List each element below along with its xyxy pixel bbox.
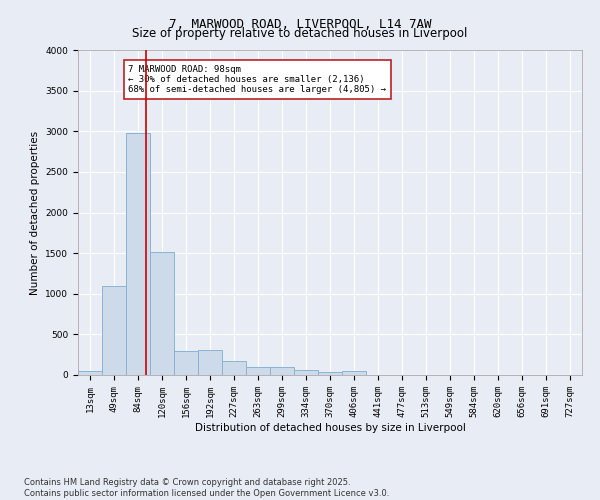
- X-axis label: Distribution of detached houses by size in Liverpool: Distribution of detached houses by size …: [194, 422, 466, 432]
- Text: 7, MARWOOD ROAD, LIVERPOOL, L14 7AW: 7, MARWOOD ROAD, LIVERPOOL, L14 7AW: [169, 18, 431, 30]
- Bar: [198, 350, 222, 375]
- Text: Contains HM Land Registry data © Crown copyright and database right 2025.
Contai: Contains HM Land Registry data © Crown c…: [24, 478, 389, 498]
- Bar: [78, 371, 102, 375]
- Bar: [270, 367, 294, 375]
- Bar: [126, 133, 150, 375]
- Text: 7 MARWOOD ROAD: 98sqm
← 30% of detached houses are smaller (2,136)
68% of semi-d: 7 MARWOOD ROAD: 98sqm ← 30% of detached …: [128, 64, 386, 94]
- Bar: [150, 252, 174, 375]
- Bar: [222, 361, 246, 375]
- Bar: [318, 372, 342, 375]
- Bar: [174, 350, 198, 375]
- Bar: [102, 286, 126, 375]
- Y-axis label: Number of detached properties: Number of detached properties: [30, 130, 40, 294]
- Text: Size of property relative to detached houses in Liverpool: Size of property relative to detached ho…: [133, 28, 467, 40]
- Bar: [294, 370, 318, 375]
- Bar: [342, 371, 366, 375]
- Bar: [246, 367, 270, 375]
